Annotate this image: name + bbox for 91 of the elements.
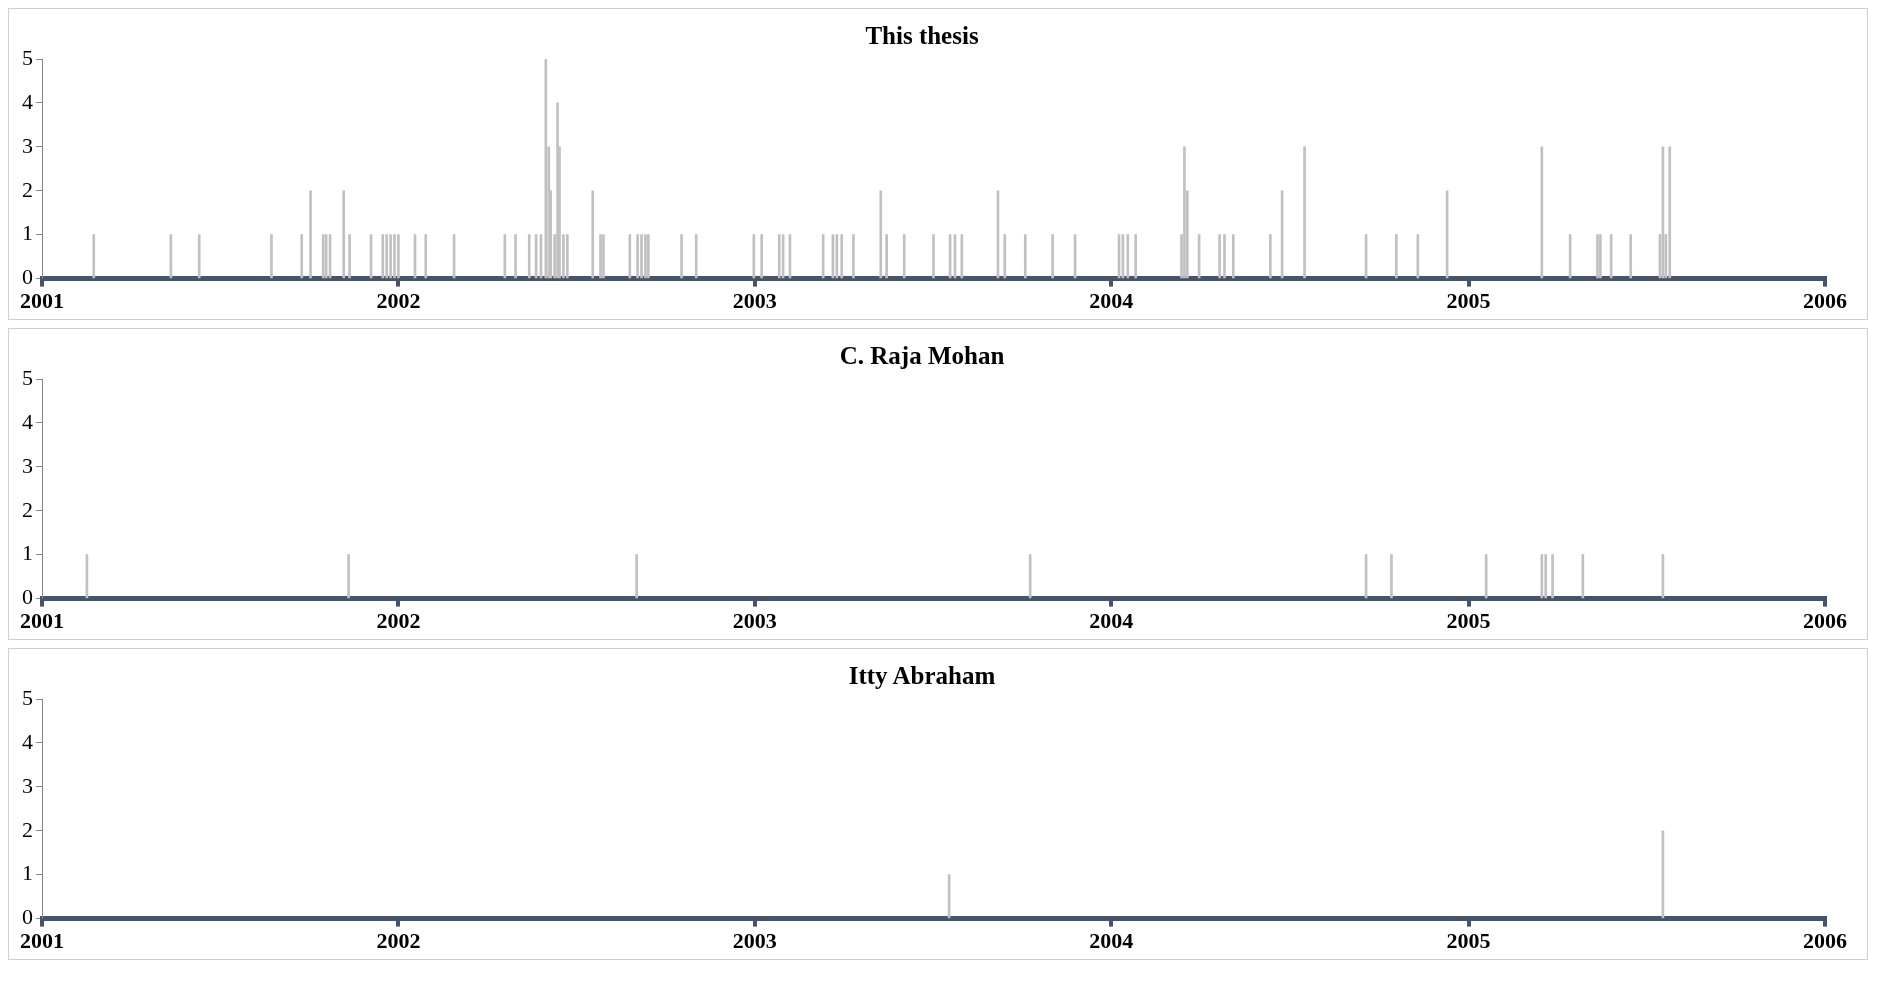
bar	[342, 190, 346, 279]
bar	[1269, 234, 1272, 279]
x-tick-label: 2004	[1089, 608, 1134, 634]
x-tick-label: 2006	[1803, 928, 1847, 954]
bar	[1395, 234, 1398, 279]
bar	[852, 234, 855, 279]
x-tick-label: 2002	[376, 928, 421, 954]
bar	[527, 234, 531, 279]
x-tick-label: 2005	[1446, 608, 1491, 634]
bar	[760, 234, 763, 279]
bar	[777, 234, 781, 279]
bar	[270, 234, 273, 279]
bar	[599, 234, 602, 279]
bar	[309, 190, 312, 279]
y-tick-label: 5	[22, 684, 33, 710]
y-tick-label: 3	[22, 452, 33, 478]
y-tick-label: 3	[22, 772, 33, 798]
bar	[300, 234, 304, 279]
bar	[566, 234, 569, 279]
bar	[1223, 234, 1226, 279]
bar	[1629, 234, 1633, 279]
y-tick-label: 2	[22, 816, 33, 842]
bar	[424, 234, 428, 279]
y-tick-label: 0	[22, 584, 33, 610]
bar	[514, 234, 517, 279]
bar	[902, 234, 906, 279]
x-tick-label: 2002	[376, 608, 421, 634]
bar	[640, 234, 643, 279]
y-tick-label: 4	[22, 408, 33, 434]
x-tick-label: 2001	[20, 288, 64, 314]
y-tick-label: 5	[22, 364, 33, 390]
x-tick-label: 2001	[20, 928, 64, 954]
y-tick-label: 4	[22, 728, 33, 754]
bar	[1218, 234, 1221, 279]
x-tick-label: 2005	[1446, 928, 1491, 954]
bar	[1668, 146, 1672, 279]
y-tick-label: 4	[22, 88, 33, 114]
bar	[879, 190, 883, 279]
y-tick-label: 0	[22, 264, 33, 290]
bar	[1003, 234, 1007, 279]
bar	[1051, 234, 1054, 279]
x-tick-label: 2002	[376, 288, 421, 314]
bar	[389, 234, 392, 279]
x-tick-label: 2005	[1446, 288, 1491, 314]
y-tick-label: 1	[22, 540, 33, 566]
bar	[1540, 146, 1544, 279]
bar	[647, 234, 650, 279]
x-tick-label: 2006	[1803, 608, 1847, 634]
x-tick-label: 2001	[20, 608, 64, 634]
y-tick-label: 2	[22, 176, 33, 202]
bar	[381, 234, 385, 279]
x-tick-label: 2004	[1089, 288, 1134, 314]
bar	[1183, 146, 1186, 279]
chart-title: C. Raja Mohan	[839, 342, 1005, 370]
bar	[1599, 234, 1602, 279]
bar	[1416, 234, 1420, 279]
x-tick-label: 2003	[732, 608, 777, 634]
bar	[932, 234, 935, 279]
bar	[840, 234, 844, 279]
bar	[694, 234, 698, 279]
bar	[1303, 146, 1306, 279]
bar	[1134, 234, 1137, 279]
bar	[636, 234, 639, 279]
y-tick-label: 1	[22, 860, 33, 886]
x-tick-label: 2003	[732, 928, 777, 954]
y-tick-label: 1	[22, 220, 33, 246]
y-tick-label: 0	[22, 904, 33, 930]
bar	[385, 234, 389, 279]
bar	[602, 234, 605, 279]
bar	[393, 234, 396, 279]
bar	[960, 234, 964, 279]
y-tick-label: 5	[22, 44, 33, 70]
y-tick-label: 2	[22, 496, 33, 522]
x-tick-label: 2003	[732, 288, 777, 314]
bar	[92, 234, 96, 279]
bar	[1023, 234, 1027, 279]
chart-title: Itty Abraham	[848, 662, 996, 690]
x-tick-label: 2006	[1803, 288, 1847, 314]
bar	[1126, 234, 1130, 279]
bar	[644, 234, 647, 279]
bar	[197, 234, 201, 279]
y-tick-label: 3	[22, 132, 33, 158]
bar	[885, 234, 888, 279]
bar	[348, 234, 351, 279]
bar	[628, 234, 632, 279]
x-tick-label: 2004	[1089, 928, 1134, 954]
bar	[1596, 234, 1599, 279]
bar	[680, 234, 683, 279]
bar	[1231, 234, 1235, 279]
chart-title: This thesis	[865, 22, 979, 50]
bar	[591, 190, 595, 279]
